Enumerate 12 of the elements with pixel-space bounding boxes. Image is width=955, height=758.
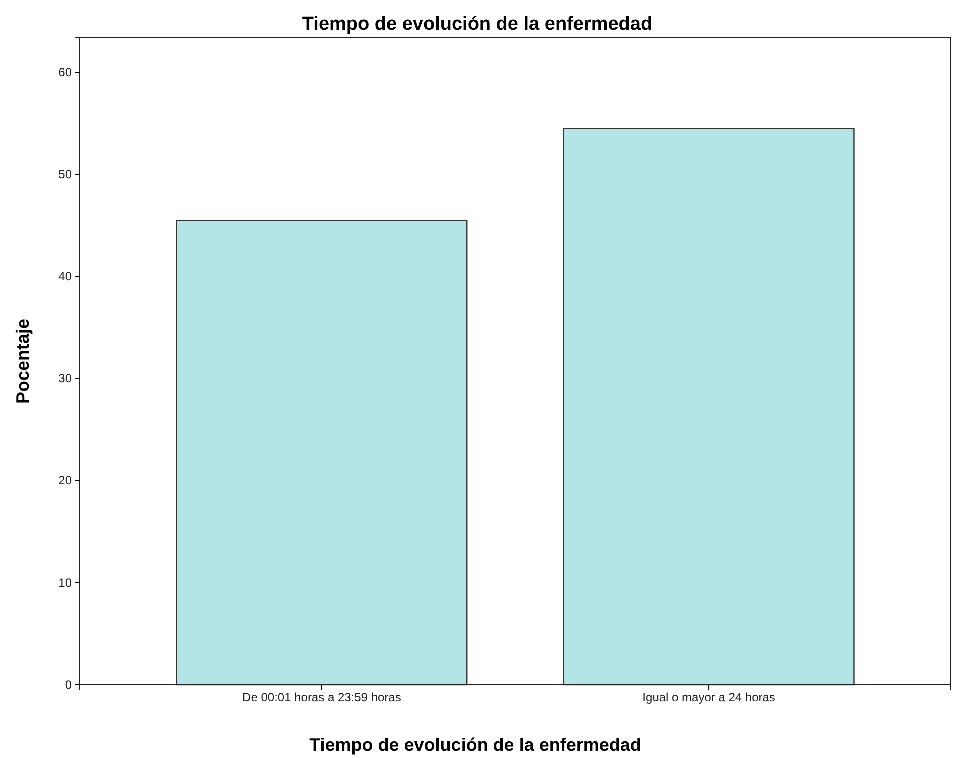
y-axis-title: Pocentaje [13,318,33,404]
y-tick-label: 60 [58,66,72,80]
y-tick-label: 10 [58,576,72,590]
y-tick-label: 20 [58,474,72,488]
y-tick-label: 50 [58,168,72,182]
chart-title: Tiempo de evolución de la enfermedad [302,14,653,35]
y-tick-label: 30 [58,372,72,386]
x-tick-label: Igual o mayor a 24 horas [642,690,776,705]
y-tick-label: 0 [65,678,72,692]
y-tick-label: 40 [58,270,72,284]
x-tick-label: De 00:01 horas a 23:59 horas [242,690,402,705]
x-axis-title: Tiempo de evolución de la enfermedad [310,735,642,755]
